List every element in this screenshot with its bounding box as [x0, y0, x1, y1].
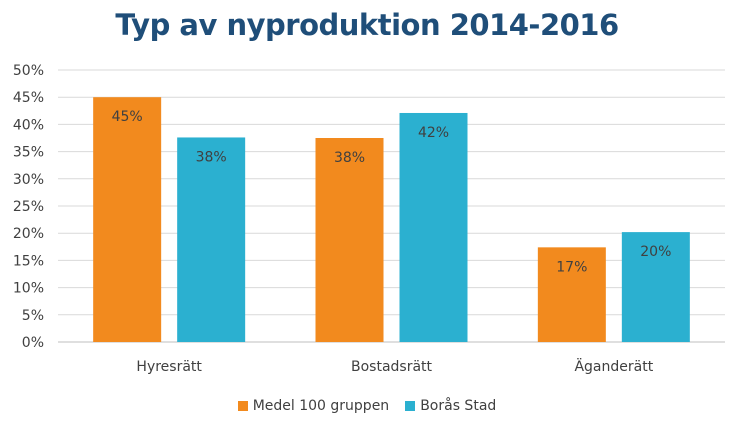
y-axis-ticks: 0% 5% 10% 15% 20% 25% 30% 35% 40% 45% 50% [13, 63, 44, 351]
data-label: 38% [334, 150, 365, 166]
x-category-label: Bostadsrätt [351, 359, 433, 375]
y-tick-label: 15% [13, 253, 44, 269]
y-tick-label: 20% [13, 226, 44, 242]
chart-title: Typ av nyproduktion 2014-2016 [115, 8, 619, 42]
y-tick-label: 50% [13, 63, 44, 79]
data-labels: 45% 38% 38% 42% 17% 20% [112, 109, 672, 275]
data-label: 42% [418, 125, 449, 141]
bar-borås-stad-0 [177, 137, 246, 342]
y-tick-label: 25% [13, 199, 44, 215]
y-tick-label: 0% [22, 335, 44, 351]
legend-label: Borås Stad [420, 398, 497, 414]
bar-medel-100-gruppen-0 [93, 97, 162, 342]
y-tick-label: 40% [13, 117, 44, 133]
legend-item: Medel 100 gruppen [237, 398, 390, 414]
legend: Medel 100 gruppen Borås Stad [0, 398, 734, 414]
y-tick-label: 45% [13, 90, 44, 106]
y-tick-label: 10% [13, 281, 44, 297]
y-tick-label: 35% [13, 145, 44, 161]
x-category-label: Hyresrätt [136, 359, 202, 375]
x-axis-categories: Hyresrätt Bostadsrätt Äganderätt [136, 357, 653, 375]
legend-label: Medel 100 gruppen [252, 398, 390, 414]
bar-medel-100-gruppen-1 [315, 138, 384, 342]
y-tick-label: 30% [13, 172, 44, 188]
legend-swatch [405, 401, 416, 411]
data-label: 38% [196, 149, 227, 165]
data-label: 45% [112, 109, 143, 125]
y-tick-label: 5% [22, 308, 44, 324]
bars [93, 97, 690, 342]
legend-item: Borås Stad [405, 398, 496, 414]
bar-borås-stad-2 [621, 232, 690, 342]
legend-swatch [237, 401, 248, 411]
bar-borås-stad-1 [399, 112, 468, 342]
data-label: 20% [640, 244, 671, 260]
gridlines [58, 69, 725, 343]
data-label: 17% [556, 259, 587, 275]
x-category-label: Äganderätt [574, 357, 653, 375]
bar-medel-100-gruppen-2 [537, 247, 606, 342]
